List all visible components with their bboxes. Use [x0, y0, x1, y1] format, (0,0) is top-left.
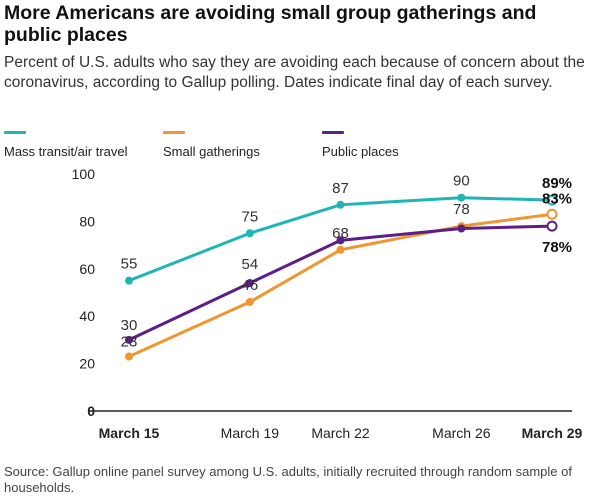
x-axis: March 15 March 19 March 22 March 26 March 29: [99, 425, 583, 441]
data-point-public-places: [336, 236, 345, 245]
source-note: Source: Gallup online panel survey among…: [4, 464, 572, 495]
legend-label-small-gatherings: Small gatherings: [163, 144, 260, 159]
data-label-small-gatherings: 23: [121, 333, 138, 350]
data-label-small-gatherings: 46: [242, 277, 259, 294]
series-data-labels: 55 75 87 90 89% 23 46 68 78 83% 30 54 78%: [121, 173, 572, 351]
data-label-mass-transit: 87: [332, 180, 349, 197]
data-point-mass-transit: [336, 200, 345, 209]
chart-subtitle: Percent of U.S. adults who say they are …: [4, 54, 585, 91]
y-tick-label: 20: [79, 356, 95, 372]
data-point-small-gatherings: [336, 245, 345, 254]
data-label-public-places: 78%: [542, 239, 572, 256]
legend-label-mass-transit: Mass transit/air travel: [4, 144, 128, 159]
data-label-mass-transit: 75: [242, 208, 259, 225]
data-point-small-gatherings: [546, 208, 558, 220]
y-tick-label: 40: [79, 308, 95, 324]
data-point-small-gatherings: [125, 352, 133, 361]
x-tick-label: March 26: [432, 425, 491, 441]
x-tick-label: March 22: [311, 425, 370, 441]
legend-swatch-small-gatherings: [163, 131, 185, 134]
legend-label-public-places: Public places: [322, 144, 399, 159]
data-label-mass-transit: 90: [453, 173, 470, 190]
x-tick-label: March 15: [99, 425, 160, 441]
data-point-mass-transit: [245, 229, 254, 238]
data-point-public-places: [245, 279, 254, 288]
x-tick-label: March 29: [522, 425, 583, 441]
data-label-mass-transit: 55: [121, 256, 138, 273]
x-tick-label: March 19: [221, 425, 280, 441]
data-label-public-places: 54: [242, 256, 259, 273]
data-point-public-places: [125, 335, 133, 344]
series-lines: [127, 196, 554, 358]
data-point-mass-transit: [125, 276, 133, 285]
data-label-public-places: 30: [121, 317, 138, 334]
data-label-mass-transit: 89%: [542, 175, 572, 192]
chart-title: More Americans are avoiding small group …: [4, 2, 537, 46]
series-points: [125, 193, 558, 361]
y-tick-label: 60: [79, 261, 95, 277]
data-point-public-places: [457, 224, 466, 233]
data-label-small-gatherings: 68: [332, 225, 349, 242]
legend-swatch-public-places: [322, 131, 344, 134]
y-tick-label: 100: [72, 166, 96, 182]
data-point-mass-transit: [546, 194, 558, 206]
legend: Mass transit/air travel Small gatherings…: [0, 128, 591, 168]
legend-swatch-mass-transit: [4, 131, 26, 134]
data-label-small-gatherings: 83%: [542, 190, 572, 207]
data-point-mass-transit: [457, 193, 466, 202]
data-point-small-gatherings: [245, 297, 254, 306]
data-point-public-places: [546, 220, 558, 232]
data-label-small-gatherings: 78: [453, 201, 470, 218]
y-tick-label: 80: [79, 213, 95, 229]
